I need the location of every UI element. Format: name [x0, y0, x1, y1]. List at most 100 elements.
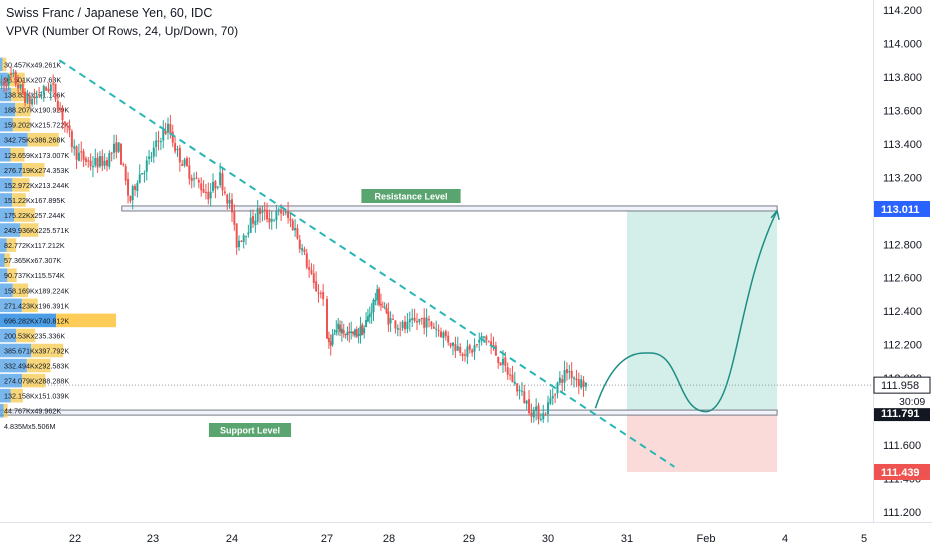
candle-body	[301, 248, 303, 250]
candle-body	[212, 182, 214, 191]
candle-body	[507, 367, 509, 374]
candle-body	[45, 87, 47, 90]
vp-row-label: 152.972Kx213.244K	[4, 181, 69, 190]
candle-body	[556, 383, 558, 394]
candle-body	[459, 347, 461, 353]
vp-row-label: 57.365Kx67.307K	[4, 256, 61, 265]
candle-body	[380, 304, 382, 306]
candle-body	[31, 99, 33, 105]
symbol-title[interactable]: Swiss Franc / Japanese Yen, 60, IDC	[6, 6, 212, 20]
candle-body	[115, 142, 117, 152]
candle-body	[184, 159, 186, 165]
candle-body	[38, 94, 40, 95]
candle-body	[200, 183, 202, 190]
resistance-box[interactable]	[122, 206, 777, 211]
candle-body	[127, 179, 129, 196]
candle-body	[1, 82, 3, 83]
candle-body	[224, 192, 226, 194]
candle-body	[167, 124, 169, 133]
candle-body	[354, 330, 356, 336]
candle-body	[418, 319, 420, 322]
vp-row-label: 129.659Kx173.007K	[4, 151, 69, 160]
candle-body	[310, 270, 312, 274]
candle-body	[333, 334, 335, 335]
candle-body	[511, 374, 513, 382]
candle-body	[261, 211, 263, 213]
indicator-legend[interactable]: VPVR (Number Of Rows, 24, Up/Down, 70)	[6, 24, 238, 38]
candle-body	[373, 300, 375, 312]
vp-row-label: 159.202Kx215.722K	[4, 121, 69, 130]
support-label[interactable]: Support Level	[220, 426, 280, 436]
candle-body	[186, 158, 188, 166]
resistance-label[interactable]: Resistance Level	[374, 192, 447, 202]
candle-body	[392, 319, 394, 320]
price-tag-text: 113.011	[881, 204, 920, 216]
candle-body	[564, 370, 566, 382]
candle-body	[328, 338, 330, 342]
candle-body	[509, 375, 511, 376]
stop-zone[interactable]	[627, 413, 777, 472]
candle-body	[402, 322, 404, 328]
candle-body	[469, 345, 471, 349]
candle-body	[191, 178, 193, 181]
candle-body	[568, 371, 570, 372]
candle-body	[132, 186, 134, 200]
candle-body	[390, 318, 392, 323]
candle-body	[254, 221, 256, 225]
candle-body	[219, 172, 221, 185]
candle-body	[450, 343, 452, 346]
trendline[interactable]	[59, 60, 674, 467]
candle-body	[516, 383, 518, 391]
candle-body	[378, 289, 380, 305]
candle-body	[129, 196, 131, 201]
candle-body	[87, 161, 89, 162]
candle-body	[226, 195, 228, 204]
support-box[interactable]	[0, 410, 777, 415]
target-zone[interactable]	[627, 209, 777, 413]
candle-body	[210, 192, 212, 199]
candle-body	[335, 330, 337, 332]
candle-body	[547, 402, 549, 414]
price-tick: 112.800	[883, 239, 922, 251]
candle-body	[158, 141, 160, 142]
vp-row-label: 4.835Mx5.506M	[4, 422, 56, 431]
time-tick: 27	[321, 533, 333, 545]
candle-body	[554, 394, 556, 395]
candle-body	[165, 131, 167, 134]
candle-body	[19, 84, 21, 87]
candle-body	[376, 289, 378, 300]
price-tick: 111.600	[883, 440, 921, 452]
candle-body	[285, 212, 287, 213]
candle-body	[94, 158, 96, 166]
price-tag-text: 111.439	[881, 467, 920, 479]
candle-body	[497, 357, 499, 363]
candle-body	[92, 166, 94, 167]
candle-body	[146, 160, 148, 171]
candle-body	[203, 189, 205, 192]
candle-body	[33, 97, 35, 98]
vp-row-label: 188.207Kx190.929K	[4, 106, 69, 115]
candle-body	[495, 345, 497, 355]
candle-body	[361, 325, 363, 335]
time-tick: 5	[861, 533, 867, 545]
candle-body	[64, 121, 66, 123]
candle-body	[445, 331, 447, 336]
candle-body	[464, 354, 466, 355]
candle-body	[99, 156, 101, 166]
candle-body	[409, 319, 411, 322]
price-tick: 112.600	[883, 273, 922, 285]
candle-body	[365, 320, 367, 327]
time-tick: 23	[147, 533, 159, 545]
candle-body	[294, 228, 296, 230]
price-tick: 112.200	[883, 340, 922, 352]
candle-body	[387, 312, 389, 325]
candle-body	[125, 166, 127, 180]
candle-body	[143, 173, 145, 174]
candle-body	[317, 293, 319, 294]
candle-body	[530, 413, 532, 417]
candle-body	[542, 413, 544, 419]
candle-body	[320, 293, 322, 294]
vp-row-label: 90.737Kx115.574K	[4, 271, 65, 280]
candle-body	[280, 210, 282, 214]
